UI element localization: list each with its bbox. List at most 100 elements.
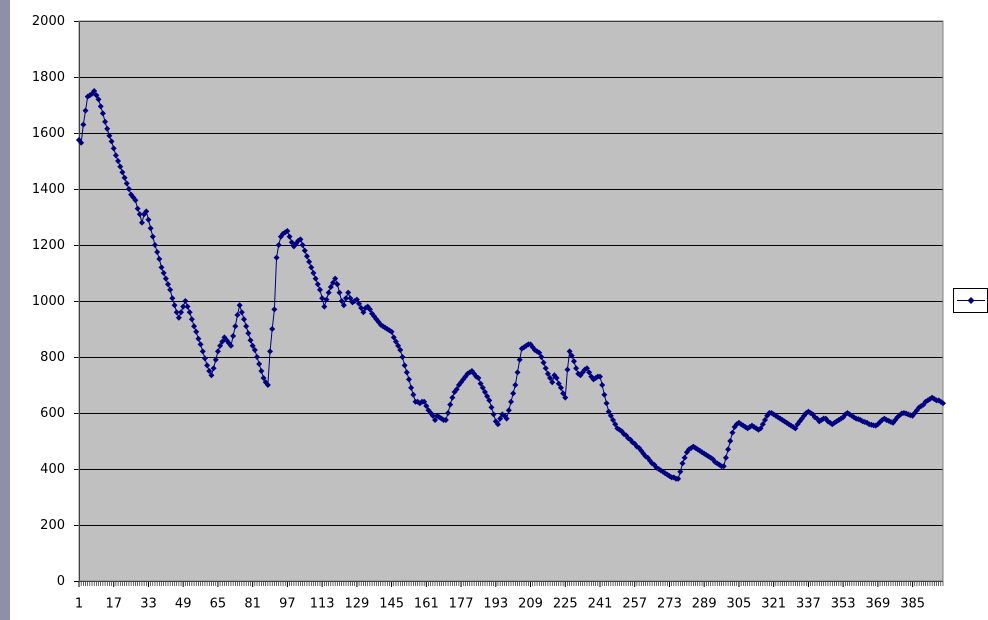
data-point [243, 323, 250, 330]
data-point [206, 368, 213, 374]
x-tick-label: 353 [831, 597, 856, 612]
x-tick-label: 241 [588, 597, 613, 612]
data-point [553, 375, 560, 381]
data-point [586, 369, 593, 376]
data-point [195, 335, 202, 342]
data-point [275, 242, 282, 248]
data-point [560, 390, 567, 397]
data-point [403, 369, 410, 376]
data-point [761, 417, 768, 423]
data-point [494, 421, 501, 428]
data-point [490, 411, 497, 418]
data-point [149, 233, 156, 240]
data-point [182, 298, 189, 304]
data-point [301, 247, 308, 254]
data-point [121, 174, 128, 181]
x-tick-label: 161 [414, 597, 439, 612]
data-point [679, 460, 686, 467]
y-tick-label: 1200 [32, 238, 65, 253]
data-point [508, 398, 514, 405]
data-point [423, 403, 430, 409]
data-point [544, 370, 551, 377]
window-edge [0, 0, 10, 620]
data-point [240, 316, 247, 323]
x-tick-label: 273 [657, 597, 682, 612]
data-point [273, 254, 280, 261]
data-point [145, 216, 152, 223]
x-tick-label: 305 [727, 597, 752, 612]
data-point [147, 225, 154, 232]
data-point [564, 366, 571, 373]
data-point [269, 326, 276, 332]
data-point [570, 358, 577, 365]
data-point [158, 264, 165, 271]
data-point [256, 361, 263, 367]
data-point [477, 380, 484, 387]
x-tick-label: 369 [865, 597, 890, 612]
data-point [729, 429, 736, 436]
data-point [325, 289, 332, 296]
data-point [675, 475, 682, 482]
y-tick-label: 1800 [32, 70, 65, 85]
data-point [722, 454, 729, 461]
data-point [184, 303, 191, 310]
data-point [347, 295, 354, 302]
data-point [449, 394, 456, 401]
data-point [356, 300, 363, 307]
data-point [503, 415, 510, 422]
data-point [442, 417, 449, 423]
data-point [117, 163, 124, 170]
data-point [106, 132, 113, 139]
data-point [481, 389, 488, 395]
data-point [171, 302, 178, 309]
data-point [353, 296, 360, 303]
x-tick-label: 129 [344, 597, 369, 612]
data-point [267, 348, 274, 355]
data-point [727, 438, 734, 444]
data-point [334, 281, 341, 288]
data-point [677, 468, 684, 475]
y-tick-label: 1400 [32, 182, 65, 197]
x-tick-label: 321 [761, 597, 786, 612]
data-point [80, 121, 87, 128]
data-point [479, 384, 486, 391]
data-point [201, 355, 208, 362]
data-point [484, 393, 491, 400]
data-point [260, 375, 267, 381]
data-point [132, 197, 139, 204]
data-point [429, 412, 436, 419]
data-point [512, 382, 519, 388]
y-tick-label: 800 [40, 350, 65, 365]
data-point [940, 400, 946, 407]
x-tick-label: 385 [900, 597, 925, 612]
x-tick-label: 289 [692, 597, 717, 612]
data-point [93, 92, 100, 99]
data-point [612, 421, 619, 428]
data-point [432, 417, 439, 423]
data-point [610, 417, 617, 423]
data-point [486, 397, 493, 404]
data-point [338, 298, 345, 304]
legend [953, 288, 988, 313]
data-point [136, 211, 143, 218]
x-tick-label: 257 [622, 597, 647, 612]
data-point [217, 342, 224, 349]
data-point [299, 242, 306, 248]
data-point [154, 249, 161, 255]
data-point [542, 365, 549, 372]
data-point [410, 391, 417, 398]
data-point [605, 408, 612, 415]
data-point [323, 296, 330, 303]
x-tick-label: 65 [210, 597, 227, 612]
data-point [169, 295, 176, 302]
data-point [555, 380, 562, 387]
data-point [91, 88, 98, 94]
data-point [97, 103, 104, 110]
data-point [138, 219, 145, 226]
data-point [303, 253, 310, 260]
data-point [720, 463, 727, 470]
data-point [162, 275, 169, 282]
data-point [566, 348, 573, 355]
data-point [392, 338, 399, 345]
data-point [447, 401, 454, 408]
